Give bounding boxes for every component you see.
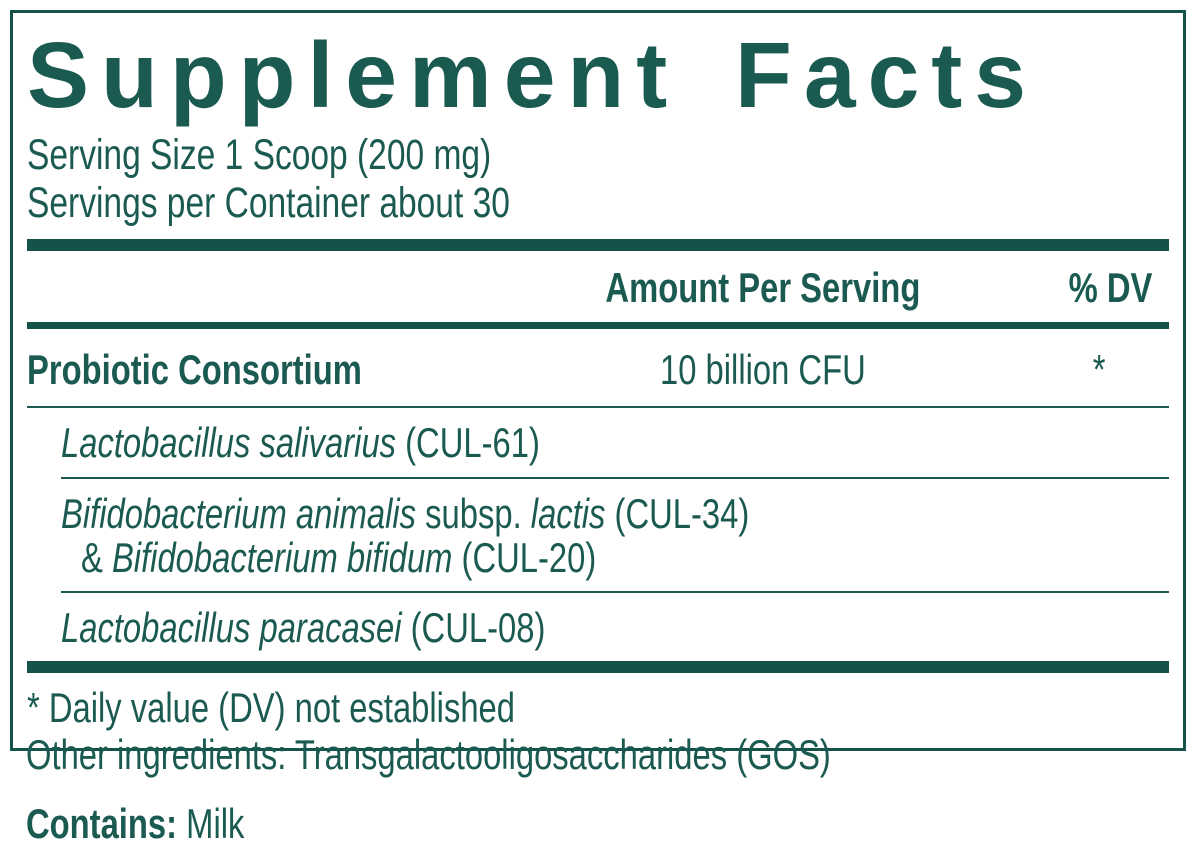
sub-ingredient-text: Lactobacillus paracasei (CUL-08): [61, 603, 546, 651]
other-ingredients-line: Other ingredients: Transgalactooligosacc…: [26, 731, 831, 778]
ingredient-amount: 10 billion CFU: [660, 346, 866, 394]
supplement-facts-panel: Supplement Facts Serving Size 1 Scoop (2…: [10, 10, 1186, 751]
sub-ingredient-row-paracasei: Lactobacillus paracasei (CUL-08): [61, 593, 1169, 661]
sub-ingredient-row-bifidobacterium: Bifidobacterium animalis subsp. lactis (…: [61, 479, 1169, 593]
dv-footnote: * Daily value (DV) not established: [27, 683, 515, 731]
dv-header: % DV: [1068, 264, 1153, 312]
servings-per-container-text: Servings per Container about 30: [27, 178, 510, 227]
servings-per-container-line: Servings per Container about 30: [27, 178, 1169, 228]
thick-divider-bottom: [27, 660, 1169, 673]
table-header-row: Amount Per Serving % DV: [27, 251, 1169, 322]
serving-info: Serving Size 1 Scoop (200 mg) Servings p…: [27, 131, 1169, 228]
serving-size-text: Serving Size 1 Scoop (200 mg): [27, 131, 492, 179]
contains-line: Contains: Milk: [26, 800, 1058, 848]
contains-label: Contains:: [26, 800, 178, 847]
ingredient-name: Probiotic Consortium: [27, 346, 362, 394]
sub-ingredient-row-salivarius: Lactobacillus salivarius (CUL-61): [61, 408, 1169, 479]
thick-divider-header: [27, 322, 1169, 330]
serving-size-line: Serving Size 1 Scoop (200 mg): [27, 131, 1169, 180]
sub-ingredient-line-2: & Bifidobacterium bifidum (CUL-20): [81, 533, 597, 581]
thick-divider-top: [27, 239, 1169, 252]
ingredient-dv: *: [1092, 346, 1106, 394]
sub-ingredient-line-1: Bifidobacterium animalis subsp. lactis (…: [61, 489, 750, 537]
panel-title: Supplement Facts: [27, 23, 1038, 127]
contains-value: Milk: [177, 800, 245, 847]
sub-ingredient-text: Lactobacillus salivarius (CUL-61): [61, 419, 540, 467]
below-panel-info: Other ingredients: Transgalactooligosacc…: [26, 722, 1058, 848]
main-ingredient-row: Probiotic Consortium 10 billion CFU *: [27, 329, 1169, 409]
amount-per-serving-header: Amount Per Serving: [605, 264, 921, 312]
